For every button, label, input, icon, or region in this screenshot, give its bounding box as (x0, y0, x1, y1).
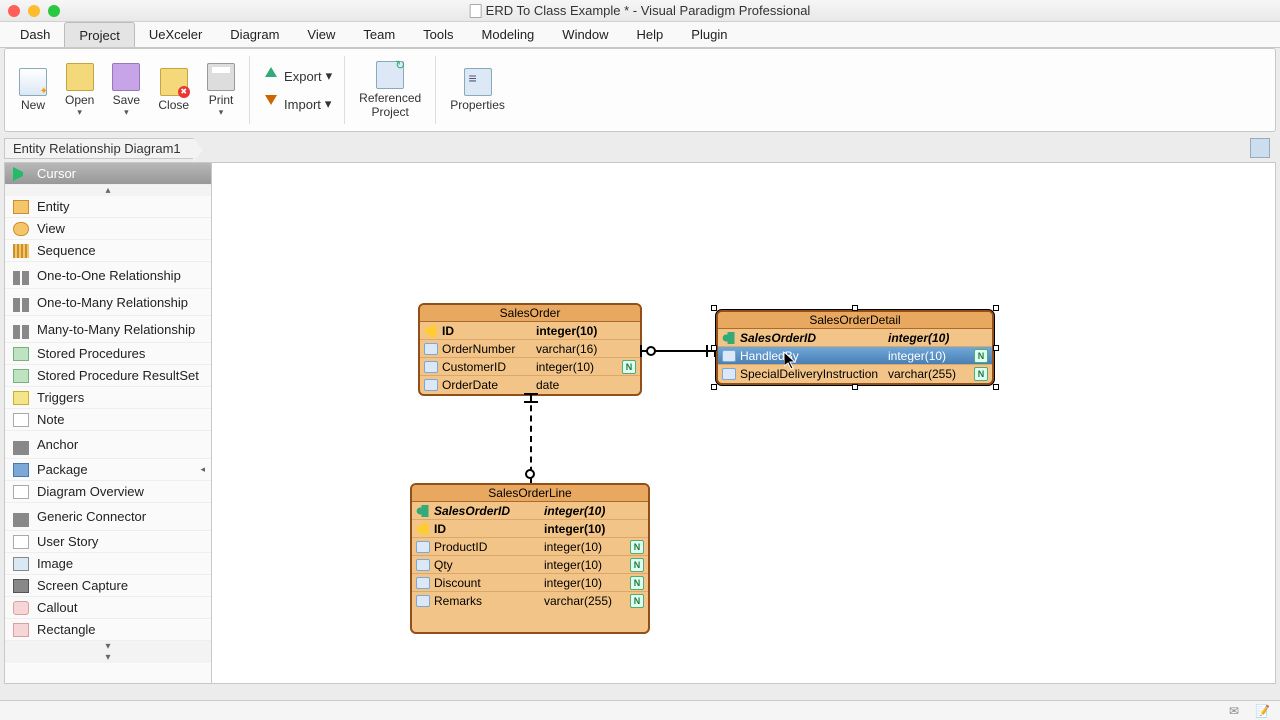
titlebar: ERD To Class Example * - Visual Paradigm… (0, 0, 1280, 22)
palette-one-to-many-relationship[interactable]: One-to-Many Relationship (5, 289, 211, 316)
palette-package[interactable]: Package (5, 459, 211, 481)
entity-title: SalesOrderDetail (718, 312, 992, 329)
selection-handle[interactable] (993, 305, 999, 311)
minimize-window-icon[interactable] (28, 5, 40, 17)
statusbar: ✉ 📝 (0, 700, 1280, 720)
tool-palette: Cursor▴EntityViewSequenceOne-to-One Rela… (4, 162, 212, 684)
menu-dash[interactable]: Dash (6, 22, 64, 47)
column-id[interactable]: IDinteger(10) (412, 520, 648, 538)
breadcrumb-bar: Entity Relationship Diagram1 (4, 136, 1276, 160)
palette-entity[interactable]: Entity (5, 196, 211, 218)
diagram-canvas[interactable]: SalesOrderIDinteger(10)OrderNumbervarcha… (212, 162, 1276, 684)
close-button[interactable]: Close (150, 66, 197, 114)
properties-button[interactable]: Properties (442, 66, 513, 114)
window-title: ERD To Class Example * - Visual Paradigm… (470, 3, 811, 18)
selection-handle[interactable] (711, 384, 717, 390)
column-salesorderid[interactable]: SalesOrderIDinteger(10) (412, 502, 648, 520)
palette-stored-procedure-resultset[interactable]: Stored Procedure ResultSet (5, 365, 211, 387)
palette-image[interactable]: Image (5, 553, 211, 575)
selection-handle[interactable] (852, 305, 858, 311)
palette-sequence[interactable]: Sequence (5, 240, 211, 262)
menu-window[interactable]: Window (548, 22, 622, 47)
column-customerid[interactable]: CustomerIDinteger(10)N (420, 358, 640, 376)
entity-title: SalesOrderLine (412, 485, 648, 502)
palette-callout[interactable]: Callout (5, 597, 211, 619)
menu-team[interactable]: Team (349, 22, 409, 47)
menu-uexceler[interactable]: UeXceler (135, 22, 216, 47)
menu-diagram[interactable]: Diagram (216, 22, 293, 47)
referenced-project-button[interactable]: Referenced Project (351, 59, 429, 122)
palette-stored-procedures[interactable]: Stored Procedures (5, 343, 211, 365)
column-remarks[interactable]: Remarksvarchar(255)N (412, 592, 648, 610)
menu-modeling[interactable]: Modeling (468, 22, 549, 47)
import-button[interactable]: Import▾ (256, 93, 338, 115)
column-handledby[interactable]: HandledByinteger(10)N (718, 347, 992, 365)
menubar: DashProjectUeXcelerDiagramViewTeamToolsM… (0, 22, 1280, 48)
palette-rectangle[interactable]: Rectangle (5, 619, 211, 641)
column-productid[interactable]: ProductIDinteger(10)N (412, 538, 648, 556)
column-ordernumber[interactable]: OrderNumbervarchar(16) (420, 340, 640, 358)
selection-handle[interactable] (711, 345, 717, 351)
entity-so[interactable]: SalesOrderIDinteger(10)OrderNumbervarcha… (418, 303, 642, 396)
palette-many-to-many-relationship[interactable]: Many-to-Many Relationship (5, 316, 211, 343)
palette-anchor[interactable]: Anchor (5, 431, 211, 459)
palette-generic-connector[interactable]: Generic Connector (5, 503, 211, 531)
breadcrumb[interactable]: Entity Relationship Diagram1 (4, 138, 194, 159)
menu-help[interactable]: Help (623, 22, 678, 47)
palette-diagram-overview[interactable]: Diagram Overview (5, 481, 211, 503)
palette-screen-capture[interactable]: Screen Capture (5, 575, 211, 597)
zoom-window-icon[interactable] (48, 5, 60, 17)
column-specialdeliveryinstruction[interactable]: SpecialDeliveryInstructionvarchar(255)N (718, 365, 992, 383)
save-button[interactable]: Save▾ (104, 61, 148, 120)
note-icon[interactable]: 📝 (1255, 704, 1270, 718)
palette-note[interactable]: Note (5, 409, 211, 431)
menu-view[interactable]: View (293, 22, 349, 47)
mail-icon[interactable]: ✉ (1229, 704, 1239, 718)
selection-handle[interactable] (852, 384, 858, 390)
column-qty[interactable]: Qtyinteger(10)N (412, 556, 648, 574)
palette-view[interactable]: View (5, 218, 211, 240)
palette-scroll-down[interactable]: ▾ (5, 652, 211, 663)
column-salesorderid[interactable]: SalesOrderIDinteger(10) (718, 329, 992, 347)
open-button[interactable]: Open▾ (57, 61, 102, 120)
selection-handle[interactable] (711, 305, 717, 311)
column-id[interactable]: IDinteger(10) (420, 322, 640, 340)
palette-cursor[interactable]: Cursor (5, 163, 211, 185)
menu-project[interactable]: Project (64, 22, 134, 47)
selection-handle[interactable] (993, 345, 999, 351)
column-orderdate[interactable]: OrderDatedate (420, 376, 640, 394)
entity-sod[interactable]: SalesOrderDetailSalesOrderIDinteger(10)H… (716, 310, 994, 385)
palette-collapse-arrow[interactable]: ▴ (5, 185, 211, 196)
selection-handle[interactable] (993, 384, 999, 390)
palette-triggers[interactable]: Triggers (5, 387, 211, 409)
entity-title: SalesOrder (420, 305, 640, 322)
column-discount[interactable]: Discountinteger(10)N (412, 574, 648, 592)
palette-user-story[interactable]: User Story (5, 531, 211, 553)
diagram-pane-icon[interactable] (1250, 138, 1270, 158)
menu-tools[interactable]: Tools (409, 22, 467, 47)
export-button[interactable]: Export▾ (256, 65, 338, 87)
close-window-icon[interactable] (8, 5, 20, 17)
document-icon (470, 4, 482, 18)
palette-one-to-one-relationship[interactable]: One-to-One Relationship (5, 262, 211, 289)
window-controls (8, 5, 60, 17)
print-button[interactable]: Print▾ (199, 61, 243, 120)
new-button[interactable]: New (11, 66, 55, 114)
ribbon: New Open▾ Save▾ Close Print▾ Export▾ Imp… (4, 48, 1276, 132)
palette-collapse-arrow[interactable]: ▾ (5, 641, 211, 652)
entity-sol[interactable]: SalesOrderLineSalesOrderIDinteger(10)IDi… (410, 483, 650, 634)
menu-plugin[interactable]: Plugin (677, 22, 741, 47)
